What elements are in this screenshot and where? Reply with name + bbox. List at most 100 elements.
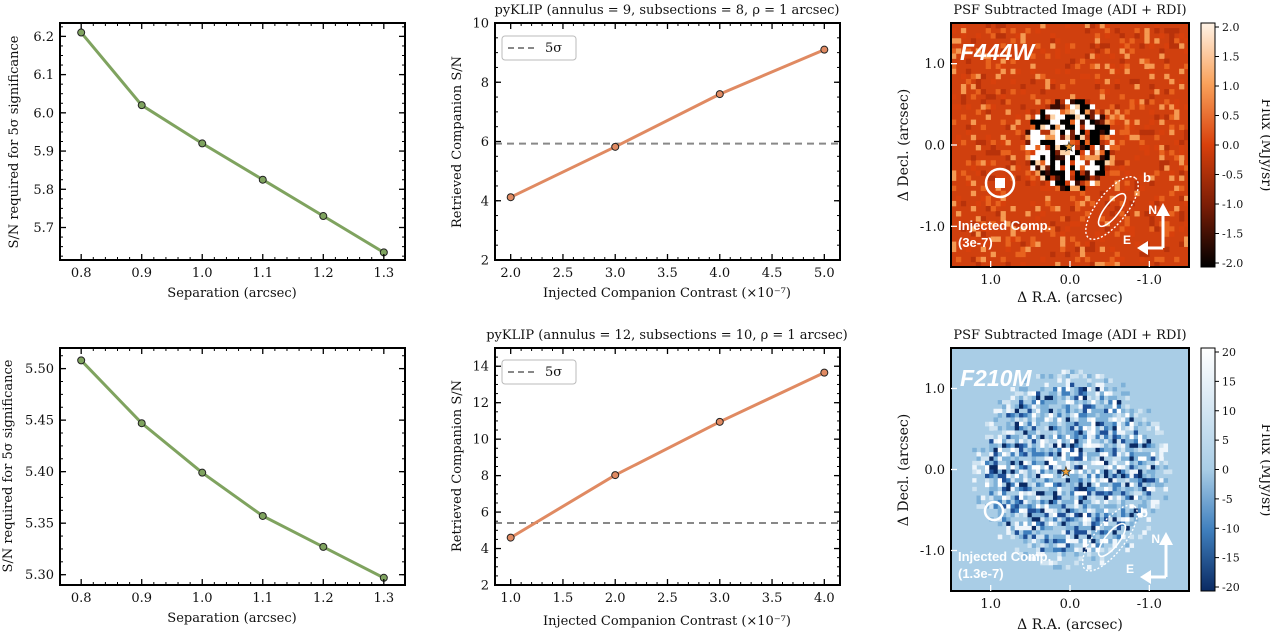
image-pixel — [1079, 109, 1086, 115]
image-pixel — [1065, 387, 1071, 392]
image-pixel — [1036, 473, 1041, 479]
image-pixel — [1035, 145, 1041, 151]
image-pixel — [993, 486, 999, 492]
image-pixel — [1020, 139, 1026, 146]
image-pixel — [1061, 534, 1067, 540]
image-pixel — [1089, 150, 1096, 156]
image-pixel — [1019, 387, 1024, 392]
image-pixel — [1074, 495, 1079, 501]
image-pixel — [1129, 530, 1135, 535]
image-pixel — [1179, 139, 1185, 146]
image-pixel — [1027, 395, 1033, 401]
image-pixel — [965, 160, 972, 166]
image-pixel — [1121, 434, 1126, 440]
image-pixel — [1035, 43, 1041, 49]
image-pixel — [1015, 221, 1021, 227]
image-pixel — [1109, 256, 1115, 263]
image-pixel — [1089, 200, 1096, 207]
image-pixel — [1031, 465, 1037, 470]
image-pixel — [1035, 241, 1041, 247]
image-pixel — [1138, 434, 1143, 440]
image-pixel — [1108, 499, 1113, 505]
image-pixel — [1089, 53, 1096, 59]
image-pixel — [1084, 246, 1091, 253]
image-pixel — [1079, 139, 1086, 146]
image-pixel — [1094, 134, 1101, 141]
image-pixel — [1087, 408, 1092, 414]
image-pixel — [1006, 482, 1011, 488]
image-pixel — [1027, 452, 1033, 457]
image-pixel — [1065, 378, 1071, 384]
x-tick-label: 3.5 — [762, 591, 783, 606]
image-pixel — [980, 226, 987, 232]
image-pixel — [1074, 417, 1079, 423]
image-pixel — [989, 452, 994, 457]
image-pixel — [1035, 206, 1041, 212]
image-pixel — [1070, 387, 1075, 392]
image-pixel — [1027, 430, 1033, 436]
image-pixel — [1040, 543, 1045, 548]
image-pixel — [1014, 543, 1020, 548]
image-pixel — [1104, 226, 1110, 232]
image-pixel — [1002, 482, 1007, 488]
image-pixel — [1087, 499, 1092, 505]
image-pixel — [1045, 226, 1051, 232]
image-pixel — [1036, 508, 1041, 514]
image-pixel — [1084, 160, 1091, 166]
image-pixel — [1129, 38, 1135, 44]
image-pixel — [997, 534, 1003, 540]
image-pixel — [980, 139, 987, 146]
x-tick-label: 1.1 — [252, 591, 273, 606]
image-pixel — [1065, 369, 1071, 375]
image-pixel — [1036, 404, 1041, 410]
image-pixel — [1108, 534, 1113, 540]
image-pixel — [1002, 517, 1007, 522]
image-pixel — [1142, 486, 1147, 492]
image-pixel — [1121, 452, 1126, 457]
image-pixel — [970, 226, 977, 232]
image-pixel — [1074, 421, 1079, 427]
image-pixel — [1048, 482, 1054, 488]
image-pixel — [1104, 78, 1110, 85]
image-pixel — [1125, 499, 1130, 505]
image-pixel — [1082, 482, 1088, 488]
image-pixel — [1129, 473, 1135, 479]
image-pixel — [1084, 241, 1091, 247]
image-pixel — [1070, 534, 1075, 540]
image-pixel — [1179, 124, 1185, 131]
image-pixel — [1050, 180, 1056, 186]
image-pixel — [1065, 508, 1071, 514]
image-pixel — [1074, 150, 1081, 156]
image-pixel — [1065, 551, 1071, 557]
image-pixel — [1023, 508, 1028, 514]
x-tick-label: 1.3 — [373, 266, 394, 281]
image-pixel — [980, 89, 987, 95]
image-pixel — [960, 99, 967, 105]
y-tick-label: 14 — [472, 360, 489, 375]
image-pixel — [1010, 155, 1016, 161]
image-pixel — [1036, 556, 1041, 561]
image-pixel — [1133, 452, 1139, 457]
image-pixel — [1104, 23, 1110, 29]
image-pixel — [989, 460, 994, 466]
image-pixel — [1070, 421, 1075, 427]
image-pixel — [1094, 170, 1101, 176]
image-pixel — [997, 456, 1003, 462]
image-pixel — [1079, 175, 1086, 181]
image-pixel — [1184, 160, 1189, 166]
image-pixel — [1055, 109, 1061, 115]
image-pixel — [997, 434, 1003, 440]
image-pixel — [1074, 486, 1079, 492]
image-pixel — [1082, 473, 1088, 479]
image-pixel — [1146, 456, 1152, 462]
image-pixel — [1108, 417, 1113, 423]
image-pixel — [990, 33, 996, 39]
image-pixel — [989, 491, 994, 496]
image-pixel — [993, 426, 999, 431]
image-pixel — [980, 504, 986, 509]
image-pixel — [1095, 486, 1101, 492]
image-pixel — [1138, 456, 1143, 462]
image-pixel — [1070, 104, 1076, 110]
image-pixel — [1154, 226, 1160, 232]
image-pixel — [1035, 119, 1041, 125]
